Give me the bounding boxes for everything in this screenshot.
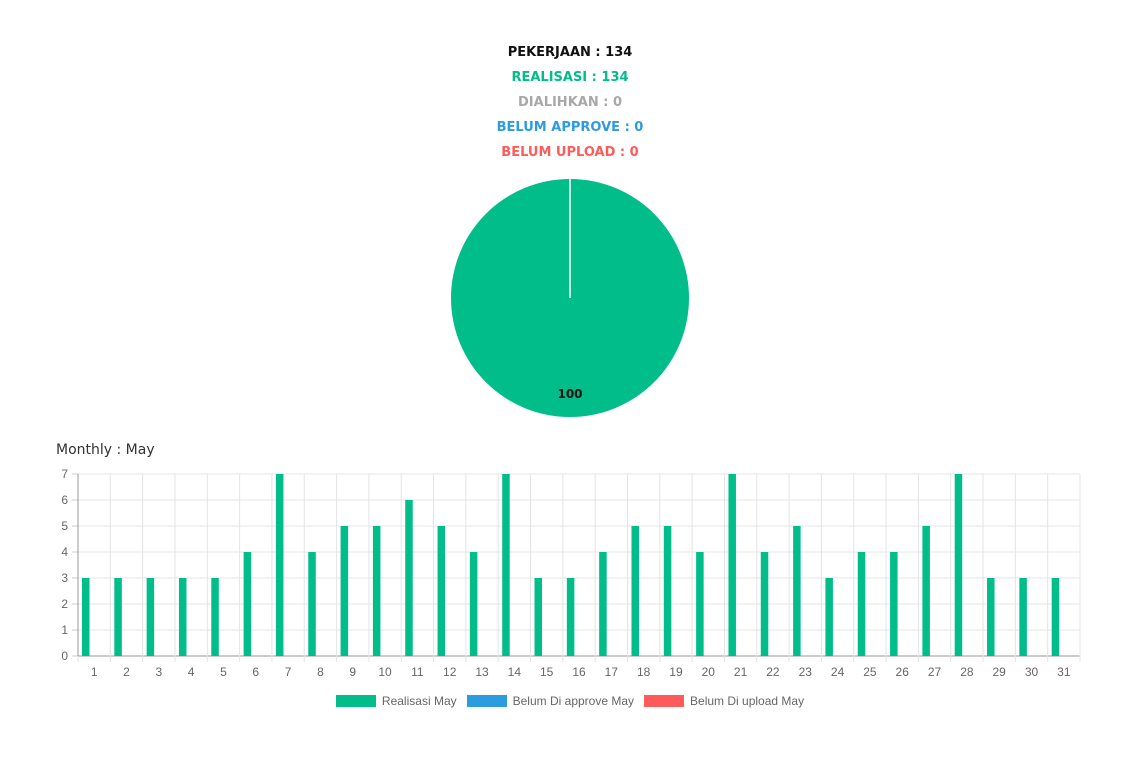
- bar-realisasi[interactable]: [178, 578, 187, 656]
- bar-realisasi[interactable]: [405, 500, 413, 656]
- pie-chart[interactable]: 100: [450, 178, 690, 418]
- x-tick-label: 31: [1057, 665, 1071, 679]
- bar-realisasi[interactable]: [1019, 578, 1027, 656]
- legend-swatch-realisasi: [335, 695, 376, 707]
- x-tick-label: 21: [734, 665, 748, 679]
- legend-label-belum-approve: Belum Di approve May: [512, 694, 635, 708]
- legend: Realisasi May Belum Di approve May Belum…: [0, 694, 1140, 708]
- x-tick-label: 4: [188, 665, 195, 679]
- x-tick-label: 9: [349, 665, 356, 679]
- bar-realisasi[interactable]: [502, 474, 510, 656]
- bar-realisasi[interactable]: [987, 578, 995, 656]
- bar-realisasi[interactable]: [469, 552, 478, 656]
- x-tick-label: 17: [605, 665, 619, 679]
- bar-realisasi[interactable]: [114, 578, 122, 656]
- x-tick-label: 10: [378, 665, 392, 679]
- bar-realisasi[interactable]: [275, 474, 284, 656]
- summary-realisasi: REALISASI : 134: [511, 70, 629, 85]
- x-tick-label: 18: [637, 665, 651, 679]
- y-tick-label: 7: [61, 467, 68, 481]
- legend-item-belum-approve[interactable]: Belum Di approve May: [466, 694, 635, 708]
- pie-data-label: 100: [557, 387, 582, 401]
- y-tick-label: 3: [61, 571, 68, 585]
- bar-realisasi[interactable]: [793, 526, 801, 656]
- monthly-title: Monthly : May: [56, 442, 155, 458]
- x-tick-label: 12: [443, 665, 457, 679]
- bar-realisasi[interactable]: [211, 578, 219, 656]
- bar-realisasi[interactable]: [82, 578, 90, 656]
- legend-item-belum-upload[interactable]: Belum Di upload May: [644, 694, 804, 708]
- y-tick-label: 4: [61, 545, 68, 559]
- x-tick-label: 5: [220, 665, 227, 679]
- y-tick-label: 0: [61, 649, 68, 663]
- legend-swatch-belum-approve: [466, 695, 507, 707]
- x-tick-label: 11: [411, 665, 424, 679]
- x-tick-label: 7: [285, 665, 292, 679]
- bar-realisasi[interactable]: [1051, 578, 1060, 656]
- x-tick-label: 30: [1025, 665, 1039, 679]
- x-tick-label: 8: [317, 665, 324, 679]
- x-tick-label: 29: [993, 665, 1007, 679]
- x-tick-label: 1: [91, 665, 98, 679]
- bar-realisasi[interactable]: [146, 578, 155, 656]
- legend-label-belum-upload: Belum Di upload May: [690, 694, 805, 708]
- legend-item-realisasi[interactable]: Realisasi May: [335, 694, 457, 708]
- bar-realisasi[interactable]: [857, 552, 866, 656]
- x-tick-label: 19: [669, 665, 683, 679]
- y-tick-label: 5: [61, 519, 68, 533]
- legend-swatch-belum-upload: [644, 695, 685, 707]
- summary-block: PEKERJAAN : 134 REALISASI : 134 DIALIHKA…: [0, 44, 1140, 169]
- bar-realisasi[interactable]: [922, 526, 930, 656]
- bar-realisasi[interactable]: [890, 552, 898, 656]
- x-tick-label: 14: [508, 665, 522, 679]
- summary-dialihkan: DIALIHKAN : 0: [518, 95, 622, 110]
- legend-label-realisasi: Realisasi May: [381, 694, 457, 708]
- bar-realisasi[interactable]: [599, 552, 607, 656]
- bar-realisasi[interactable]: [760, 552, 769, 656]
- x-tick-label: 2: [123, 665, 130, 679]
- y-tick-label: 2: [61, 597, 68, 611]
- bar-realisasi[interactable]: [566, 578, 575, 656]
- x-tick-label: 26: [896, 665, 910, 679]
- x-tick-label: 22: [766, 665, 780, 679]
- summary-belum-upload: BELUM UPLOAD : 0: [501, 145, 639, 160]
- x-tick-label: 6: [252, 665, 259, 679]
- x-tick-label: 28: [960, 665, 974, 679]
- x-tick-label: 25: [863, 665, 877, 679]
- bar-realisasi[interactable]: [437, 526, 446, 656]
- bar-realisasi[interactable]: [308, 552, 316, 656]
- bar-realisasi[interactable]: [954, 474, 963, 656]
- y-tick-label: 1: [61, 623, 68, 637]
- bar-realisasi[interactable]: [534, 578, 543, 656]
- x-tick-label: 16: [572, 665, 586, 679]
- x-tick-label: 27: [928, 665, 942, 679]
- x-tick-label: 24: [831, 665, 845, 679]
- summary-total: PEKERJAAN : 134: [507, 45, 633, 60]
- summary-belum-approve: BELUM APPROVE : 0: [496, 120, 644, 135]
- x-tick-label: 15: [540, 665, 554, 679]
- bar-realisasi[interactable]: [631, 526, 639, 656]
- bar-realisasi[interactable]: [696, 552, 704, 656]
- bar-realisasi[interactable]: [663, 526, 672, 656]
- bar-realisasi[interactable]: [243, 552, 252, 656]
- x-tick-label: 20: [702, 665, 716, 679]
- x-tick-label: 13: [475, 665, 489, 679]
- bar-realisasi[interactable]: [340, 526, 349, 656]
- bar-realisasi[interactable]: [728, 474, 736, 656]
- x-tick-label: 3: [155, 665, 162, 679]
- x-tick-label: 23: [799, 665, 813, 679]
- bar-realisasi[interactable]: [825, 578, 833, 656]
- y-tick-label: 6: [61, 493, 68, 507]
- bar-realisasi[interactable]: [372, 526, 381, 656]
